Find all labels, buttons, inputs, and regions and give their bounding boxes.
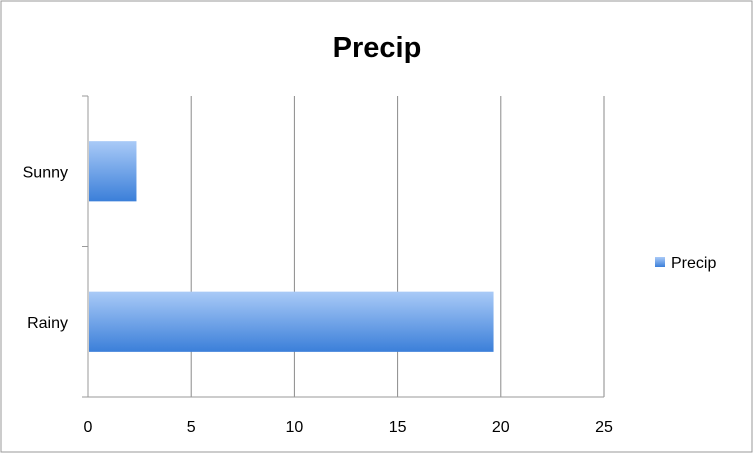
- x-tick-label-5: 5: [187, 419, 196, 436]
- chart-title: Precip: [333, 32, 422, 64]
- x-tick-label-20: 20: [492, 419, 510, 436]
- axes: [82, 95, 604, 398]
- bar-rainy: [89, 291, 494, 352]
- bar-sunny: [89, 141, 137, 202]
- x-tick-label-0: 0: [84, 419, 93, 436]
- y-tick-label-rainy: Rainy: [27, 315, 68, 332]
- y-tick-label-sunny: Sunny: [23, 164, 68, 181]
- x-tick-label-10: 10: [286, 419, 304, 436]
- x-tick-label-15: 15: [389, 419, 407, 436]
- bars: [89, 141, 494, 352]
- legend: Precip: [655, 255, 716, 272]
- legend-swatch: [655, 257, 665, 267]
- legend-label-precip: Precip: [671, 255, 716, 272]
- x-tick-label-25: 25: [595, 419, 613, 436]
- axis-labels: 0 5 10 15 20 25 Sunny Rainy: [23, 164, 613, 436]
